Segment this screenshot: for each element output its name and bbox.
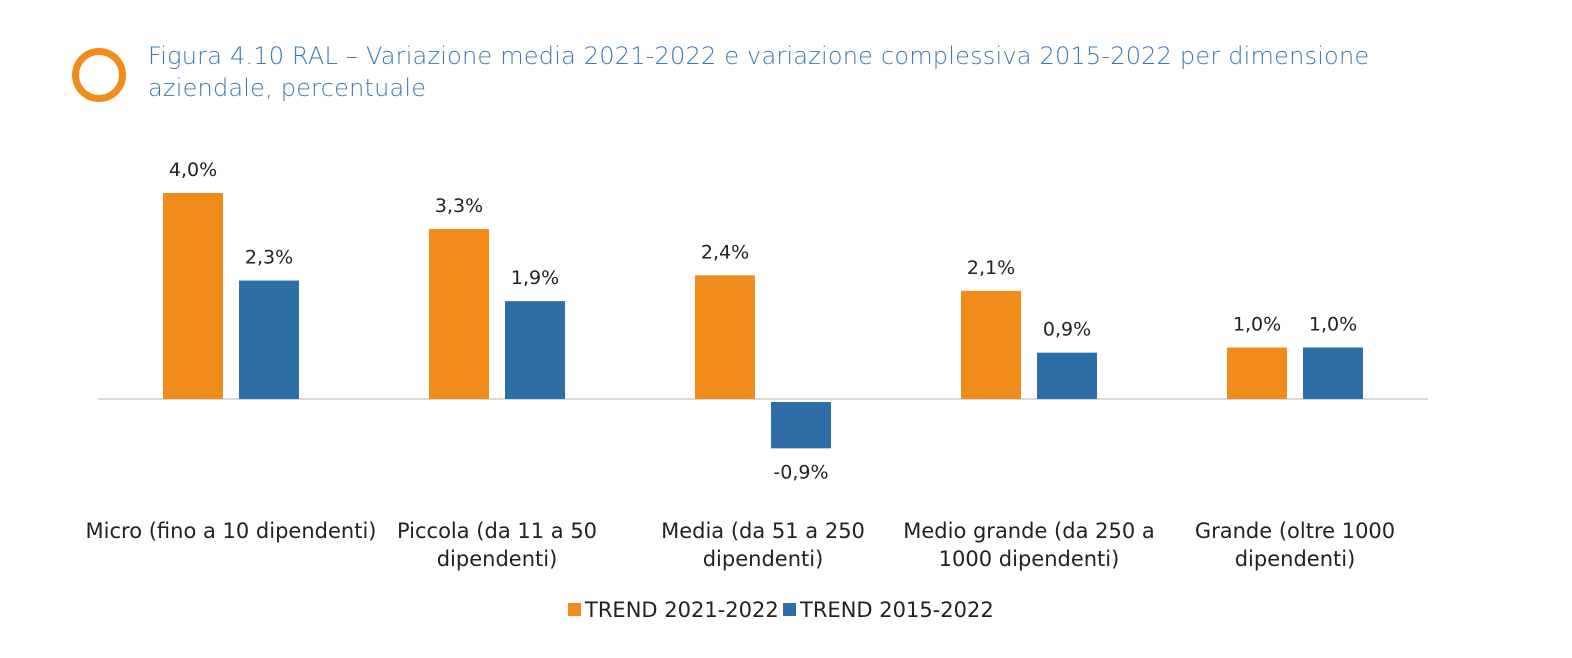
bar-trend-2015-2022 [1037, 352, 1097, 399]
data-label: 2,3% [245, 247, 293, 269]
legend-label: TREND 2015-2022 [799, 598, 994, 622]
bar-trend-2015-2022 [771, 402, 831, 449]
category-label: 1000 dipendenti) [939, 547, 1120, 571]
bar-trend-2015-2022 [1303, 347, 1363, 399]
data-label: 1,0% [1309, 314, 1357, 336]
bar-trend-2021-2022 [695, 275, 755, 399]
bar-trend-2015-2022 [239, 280, 299, 399]
category-label: Grande (oltre 1000 [1195, 519, 1395, 543]
category-label: Media (da 51 a 250 [661, 519, 865, 543]
legend-swatch [568, 603, 581, 616]
data-labels-group: 4,0% 2,3% 3,3% 1,9% 2,4% -0,9% 2,1% 0,9% 1,0% 1,0… [169, 159, 1357, 483]
category-label: Medio grande (da 250 a [903, 519, 1155, 543]
category-label: dipendenti) [437, 547, 558, 571]
data-label: 2,4% [701, 241, 749, 263]
category-label: Piccola (da 11 a 50 [397, 519, 597, 543]
category-label: dipendenti) [1235, 547, 1356, 571]
bar-trend-2021-2022 [961, 290, 1021, 399]
ring-icon [72, 48, 126, 102]
data-label: 0,9% [1043, 319, 1091, 341]
data-label: 1,0% [1233, 314, 1281, 336]
category-label: Micro (fino a 10 dipendenti) [86, 519, 377, 543]
bar-trend-2021-2022 [429, 229, 489, 399]
legend-swatch [783, 603, 796, 616]
category-label: dipendenti) [703, 547, 824, 571]
bar-trend-2021-2022 [1227, 347, 1287, 399]
category-labels-group: Micro (fino a 10 dipendenti) Piccola (da … [86, 519, 1396, 571]
bar-trend-2021-2022 [163, 193, 223, 399]
bars-group [163, 193, 1363, 449]
bar-trend-2015-2022 [505, 301, 565, 399]
chart-title: Figura 4.10 RAL – Variazione media 2021-… [148, 42, 1370, 102]
data-label: 2,1% [967, 257, 1015, 279]
data-label: -0,9% [773, 461, 828, 483]
data-label: 3,3% [435, 195, 483, 217]
legend: TREND 2021-2022 TREND 2015-2022 [568, 598, 994, 622]
data-label: 1,9% [511, 267, 559, 289]
legend-label: TREND 2021-2022 [584, 598, 779, 622]
data-label: 4,0% [169, 159, 217, 181]
